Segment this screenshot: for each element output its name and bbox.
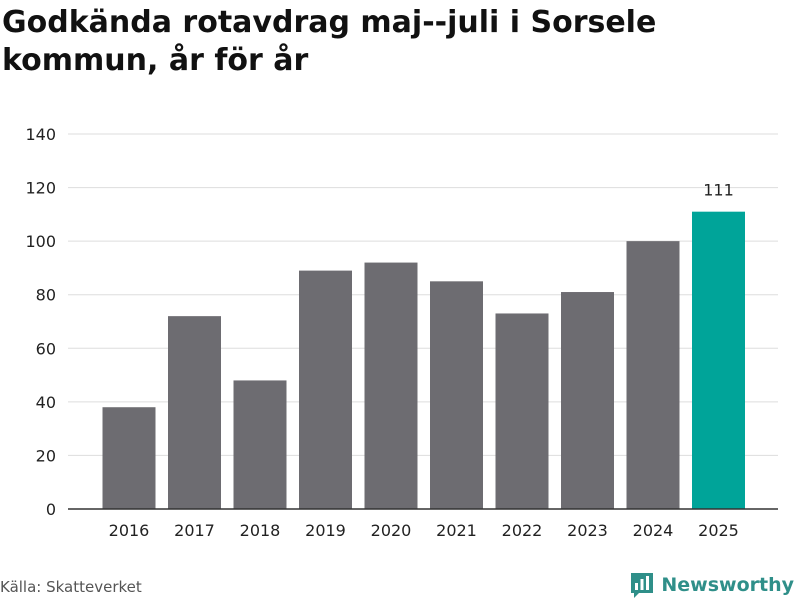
newsworthy-logo-icon	[631, 573, 654, 598]
bar-2024	[626, 241, 680, 509]
x-tick-label: 2025	[698, 521, 739, 540]
y-tick-label: 60	[36, 339, 56, 358]
y-axis-ticks: 0 20 40 60 80 100 120 140	[25, 125, 56, 519]
y-tick-label: 80	[36, 286, 56, 305]
bar-2023	[561, 292, 614, 509]
x-tick-label: 2020	[371, 521, 412, 540]
data-label: 111	[703, 181, 734, 200]
bars	[102, 211, 745, 509]
chart-title: Godkända rotavdrag maj--juli i Sorsele k…	[2, 5, 657, 78]
x-tick-label: 2024	[633, 521, 674, 540]
source-note: Källa: Skatteverket	[0, 578, 142, 596]
x-tick-label: 2019	[305, 521, 346, 540]
bar-2017	[168, 316, 221, 509]
x-tick-label: 2016	[109, 521, 150, 540]
brand-name: Newsworthy	[661, 574, 794, 596]
bar-2022	[495, 313, 549, 509]
y-tick-label: 100	[25, 232, 56, 251]
x-tick-label: 2021	[436, 521, 477, 540]
data-labels: 111	[703, 181, 734, 200]
y-tick-label: 20	[36, 446, 56, 465]
x-tick-label: 2023	[567, 521, 608, 540]
bar-2016	[102, 407, 156, 509]
y-tick-label: 140	[25, 125, 56, 144]
x-tick-label: 2017	[174, 521, 215, 540]
y-tick-label: 120	[25, 179, 56, 198]
y-tick-label: 40	[36, 393, 56, 412]
bar-2019	[299, 270, 352, 509]
y-tick-label: 0	[46, 500, 56, 519]
x-tick-label: 2018	[240, 521, 281, 540]
bar-2018	[233, 380, 287, 509]
bar-2020	[364, 262, 418, 509]
bar-2025	[692, 211, 745, 509]
x-tick-label: 2022	[502, 521, 543, 540]
x-axis-ticks: 2016 2017 2018 2019 2020 2021 2022 2023 2024 2025	[109, 521, 739, 540]
brand-logo: Newsworthy	[629, 570, 794, 600]
bar-2021	[430, 281, 483, 509]
